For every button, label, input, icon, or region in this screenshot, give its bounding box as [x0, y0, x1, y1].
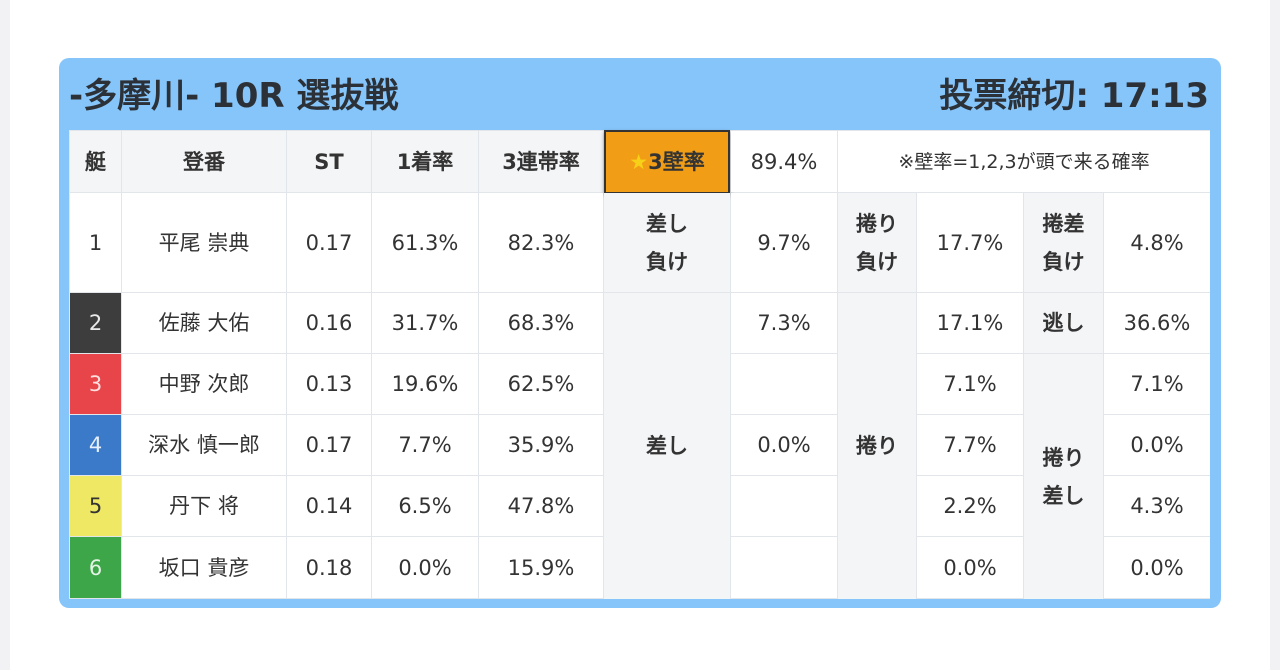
wall-rate-label: 3壁率 [648, 150, 705, 174]
stats-table: 艇 登番 ST 1着率 3連帯率 ★ 3壁率 89.4% ※壁率=1,2,3が頭で… [69, 130, 1210, 599]
header-boat: 艇 [70, 131, 121, 192]
deadline-label: 投票締切: 17:13 [939, 76, 1209, 116]
race-title: -多摩川- 10R 選抜戦 [69, 76, 399, 116]
pattern-makurisashi: 捲り 差し [1024, 354, 1103, 599]
pattern-line: 捲差 [1042, 211, 1085, 236]
header-top3: 3連帯率 [479, 131, 603, 192]
top3-value: 68.3% [479, 293, 603, 353]
win1-value: 6.5% [372, 476, 478, 536]
boat-number: 6 [70, 537, 121, 598]
wall-rate-badge: ★ 3壁率 [604, 130, 730, 194]
pattern-rate: 4.3% [1104, 476, 1210, 536]
pattern-rate: 2.2% [917, 476, 1023, 536]
win1-value: 7.7% [372, 415, 478, 475]
pattern-nigashi: 逃し [1024, 293, 1103, 353]
st-value: 0.17 [287, 415, 371, 475]
pattern-line: 負け [646, 249, 688, 274]
pattern-makuri-make: 捲り 負け [838, 193, 916, 292]
boat-number: 4 [70, 415, 121, 475]
pattern-rate: 0.0% [731, 415, 837, 475]
pattern-rate: 17.7% [917, 193, 1023, 292]
wall-rate-note: ※壁率=1,2,3が頭で来る確率 [838, 131, 1210, 192]
st-value: 0.13 [287, 354, 371, 414]
win1-value: 31.7% [372, 293, 478, 353]
st-value: 0.14 [287, 476, 371, 536]
pattern-rate: 0.0% [917, 537, 1023, 598]
pattern-rate [731, 354, 837, 414]
pattern-makuri: 捲り [838, 293, 916, 599]
pattern-rate: 36.6% [1104, 293, 1210, 353]
race-card: -多摩川- 10R 選抜戦 投票締切: 17:13 艇 登番 ST 1着率 3連… [59, 58, 1221, 608]
pattern-rate: 17.1% [917, 293, 1023, 353]
racer-name: 中野 次郎 [122, 354, 286, 414]
win1-value: 19.6% [372, 354, 478, 414]
pattern-line: 負け [856, 249, 898, 274]
pattern-rate [731, 537, 837, 598]
top3-value: 35.9% [479, 415, 603, 475]
header-name: 登番 [122, 131, 286, 192]
pattern-rate: 7.7% [917, 415, 1023, 475]
racer-name: 平尾 崇典 [122, 193, 286, 292]
boat-number: 3 [70, 354, 121, 414]
boat-number: 5 [70, 476, 121, 536]
pattern-rate: 4.8% [1104, 193, 1210, 292]
pattern-rate: 7.3% [731, 293, 837, 353]
pattern-rate: 0.0% [1104, 537, 1210, 598]
pattern-line: 差し [646, 211, 688, 236]
racer-name: 佐藤 大佑 [122, 293, 286, 353]
boat-number: 2 [70, 293, 121, 353]
win1-value: 0.0% [372, 537, 478, 598]
top3-value: 82.3% [479, 193, 603, 292]
racer-name: 深水 慎一郎 [122, 415, 286, 475]
top3-value: 62.5% [479, 354, 603, 414]
pattern-rate: 7.1% [1104, 354, 1210, 414]
wall-rate-value: 89.4% [731, 131, 837, 192]
header-st: ST [287, 131, 371, 192]
pattern-line: 捲り [1042, 445, 1085, 470]
pattern-rate [731, 476, 837, 536]
pattern-sashi-make: 差し 負け [604, 193, 730, 292]
pattern-rate: 7.1% [917, 354, 1023, 414]
header-win1: 1着率 [372, 131, 478, 192]
top3-value: 15.9% [479, 537, 603, 598]
pattern-rate: 0.0% [1104, 415, 1210, 475]
pattern-line: 差し [1042, 483, 1085, 508]
st-value: 0.18 [287, 537, 371, 598]
st-value: 0.16 [287, 293, 371, 353]
boat-number: 1 [70, 193, 121, 292]
star-icon: ★ [629, 150, 649, 174]
st-value: 0.17 [287, 193, 371, 292]
pattern-rate: 9.7% [731, 193, 837, 292]
top3-value: 47.8% [479, 476, 603, 536]
pattern-line: 捲り [856, 211, 898, 236]
racer-name: 丹下 将 [122, 476, 286, 536]
pattern-line: 負け [1042, 249, 1085, 274]
pattern-makurisashi-make: 捲差 負け [1024, 193, 1103, 292]
win1-value: 61.3% [372, 193, 478, 292]
pattern-sashi: 差し [604, 293, 730, 599]
racer-name: 坂口 貴彦 [122, 537, 286, 598]
